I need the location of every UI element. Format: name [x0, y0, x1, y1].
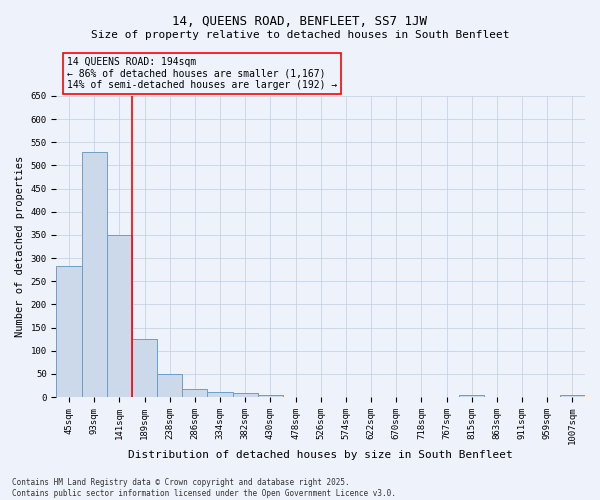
- Bar: [233, 394, 258, 397]
- Bar: [82, 152, 107, 397]
- Text: Contains HM Land Registry data © Crown copyright and database right 2025.
Contai: Contains HM Land Registry data © Crown c…: [12, 478, 396, 498]
- Text: 14, QUEENS ROAD, BENFLEET, SS7 1JW: 14, QUEENS ROAD, BENFLEET, SS7 1JW: [173, 15, 427, 28]
- Bar: [459, 395, 484, 397]
- Bar: [560, 395, 585, 397]
- Bar: [107, 235, 132, 397]
- Bar: [132, 339, 157, 397]
- Bar: [157, 374, 182, 397]
- Bar: [56, 266, 82, 397]
- Text: Size of property relative to detached houses in South Benfleet: Size of property relative to detached ho…: [91, 30, 509, 40]
- Text: 14 QUEENS ROAD: 194sqm
← 86% of detached houses are smaller (1,167)
14% of semi-: 14 QUEENS ROAD: 194sqm ← 86% of detached…: [67, 56, 337, 90]
- Bar: [208, 392, 233, 397]
- X-axis label: Distribution of detached houses by size in South Benfleet: Distribution of detached houses by size …: [128, 450, 513, 460]
- Bar: [258, 395, 283, 397]
- Bar: [182, 389, 208, 397]
- Y-axis label: Number of detached properties: Number of detached properties: [15, 156, 25, 337]
